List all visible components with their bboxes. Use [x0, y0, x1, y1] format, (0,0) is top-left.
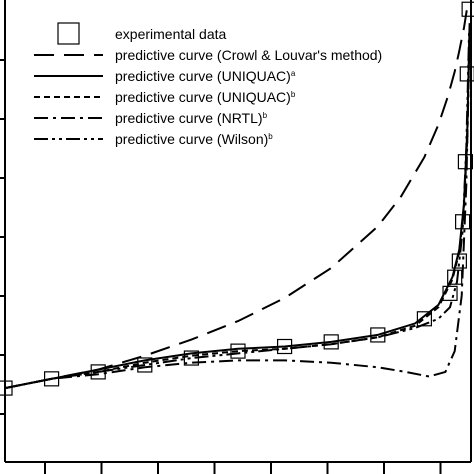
series-line-5 [4, 32, 471, 390]
series-line-1 [4, 6, 469, 390]
series-layer [0, 1, 474, 396]
legend-label: predictive curve (Crowl & Louvar's metho… [115, 47, 382, 63]
legend-label: experimental data [115, 26, 227, 42]
legend-superscript: b [291, 90, 296, 99]
data-point [461, 1, 474, 17]
series-line-4 [4, 36, 471, 390]
legend-superscript: a [291, 69, 296, 78]
legend-label: predictive curve (UNIQUAC)b [115, 89, 296, 105]
legend-label: predictive curve (NRTL)b [115, 110, 268, 126]
legend-label: predictive curve (UNIQUAC)a [115, 68, 296, 84]
data-point [416, 311, 432, 327]
legend: experimental data predictive curve (Crowl… [34, 22, 382, 147]
data-point [0, 380, 13, 396]
legend-label: predictive curve (Wilson)b [115, 131, 273, 147]
series-line-3 [4, 32, 471, 390]
data-point [442, 285, 458, 301]
legend-superscript: b [268, 132, 273, 141]
legend-superscript: b [263, 111, 268, 120]
legend-marker [57, 22, 80, 45]
